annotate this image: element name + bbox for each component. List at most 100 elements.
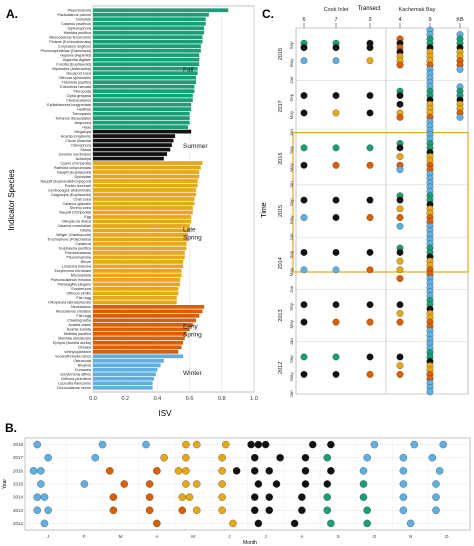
panel-a-x-tick-label: 0.0 [89, 396, 97, 402]
panel-a-species-label: Acartia clausi [68, 323, 91, 327]
panel-c-sample-dot [366, 161, 374, 169]
panel-a-bar [93, 237, 188, 242]
panel-b-label: B. [5, 421, 17, 435]
panel-a-species-label: Chaetognatha [67, 319, 92, 323]
panel-c-month-label: May [289, 58, 294, 67]
panel-a-bar [93, 219, 192, 224]
panel-c-month-label: Jan [289, 76, 294, 84]
panel-a-bar [93, 349, 179, 354]
panel-a-species-label: Calaterra [75, 242, 92, 246]
panel-b-year-label: 2015 [13, 482, 24, 487]
panel-c-sample-dot [366, 196, 374, 204]
panel-b-sample-dot [178, 506, 186, 515]
panel-c-month-label: Sep [289, 93, 294, 102]
panel-a-species-label: Megalopa [74, 130, 92, 134]
panel-b-sample-dot [370, 440, 379, 449]
panel-c-year-label: 2016 [278, 153, 284, 165]
panel-c-month-label: Jan [289, 128, 294, 136]
panel-c-sample-dot [396, 370, 404, 378]
panel-b-sample-dot [399, 467, 408, 475]
panel-a-x-axis-title: ISV [159, 409, 173, 418]
panel-a-species-label: Trochophore (Polychaeta) [47, 238, 91, 242]
panel-b-sample-dot [272, 480, 281, 488]
panel-a-bar [93, 282, 180, 287]
panel-c-sample-dot [300, 161, 308, 169]
panel-c-sample-dot [332, 196, 340, 204]
panel-a-bar [93, 192, 197, 197]
panel-b-sample-dot [254, 480, 263, 488]
panel-a-bar [93, 26, 205, 31]
panel-a-bar [93, 93, 193, 98]
panel-c-sample-dot [396, 257, 404, 265]
panel-a-species-label: Calanus marshallae [57, 224, 91, 228]
panel-a-bar [93, 143, 172, 147]
panel-b-sample-dot [153, 467, 161, 475]
panel-c-sample-dot [366, 353, 374, 361]
panel-a-bar [93, 295, 177, 300]
panel-a-group-label: Winter [183, 370, 203, 377]
panel-b-sample-dot [29, 467, 38, 475]
panel-a-x-tick-label: 0.4 [154, 396, 162, 402]
panel-c-sample-dot [396, 318, 404, 326]
panel-c-month-label: May [289, 319, 294, 328]
panel-a-bar [93, 156, 164, 161]
panel-a-bar [93, 129, 192, 134]
panel-a-y-axis-title: Indicator Species [7, 169, 16, 230]
panel-b-x-axis-title: Month [243, 540, 257, 546]
panel-a-species-label: Calyptopis (Euphausiid) [51, 193, 92, 197]
panel-b-sample-dot [406, 519, 415, 528]
panel-b-sample-dot [254, 519, 263, 528]
panel-a-bar [93, 102, 192, 107]
panel-a-species-label: Pleurobrachia [68, 9, 92, 13]
panel-a-bar [93, 161, 203, 165]
panel-a-species-label: Themisto pacifica [61, 80, 91, 84]
panel-a-bar [93, 35, 203, 40]
panel-a-species-label: Calanus glacialis [63, 202, 92, 206]
panel-c-sample-dot [366, 318, 374, 326]
panel-a-bar [93, 53, 200, 58]
panel-c-sample-dot [300, 370, 308, 378]
panel-a-species-label: Acidotiya [76, 157, 92, 161]
panel-b-sample-dot [363, 453, 371, 462]
panel-b-sample-dot [359, 493, 368, 501]
panel-a-species-label: Pseudocalanus [65, 251, 91, 255]
panel-c-sample-dot [300, 214, 308, 221]
panel-a-species-label: Lucicutia flavicornis [58, 382, 91, 386]
panel-a-bar [93, 331, 187, 336]
panel-c-month-label: Jan [289, 338, 294, 346]
panel-b-sample-dot [218, 506, 226, 515]
panel-c-month-label: May [289, 267, 294, 276]
panel-b-sample-dot [301, 480, 310, 488]
panel-a-species-label: Clonocalanus venus [57, 386, 91, 390]
panel-a-species-label: Halithoe [77, 107, 91, 111]
panel-c-sample-dot [300, 318, 308, 326]
panel-c-year-label: 2017 [278, 100, 284, 112]
panel-c-sample-dot [300, 301, 308, 309]
panel-a-x-ticks: 0.0 0.2 0.4 0.6 0.8 1.0 [89, 396, 258, 402]
panel-a-species-label: Nauplii (Cirripedia) [60, 211, 92, 215]
panel-c-sample-dot [396, 144, 404, 152]
panel-a-x-tick-label: 0.8 [218, 396, 226, 402]
panel-a-bar [93, 206, 193, 210]
panel-b-year-label: 2014 [13, 495, 24, 500]
panel-a-species-label: Neocalanus [71, 305, 91, 309]
panel-a-bar [93, 30, 205, 35]
panel-a-species-label: Microsetella [71, 274, 92, 278]
panel-a-species-label: Aglantha digitale [63, 58, 91, 62]
panel-b-sample-dot [232, 467, 241, 475]
panel-b-sample-dot [359, 467, 368, 475]
panel-c-group-label: Cook Inlet [324, 7, 349, 13]
panel-c-sample-dot [396, 166, 404, 174]
panel-b-y-axis-title: Year [2, 479, 8, 489]
panel-b-sample-dot [250, 467, 259, 475]
panel-a-group-label: Summer [183, 143, 208, 150]
panel-b-sample-dot [229, 519, 237, 528]
panel-c-sample-dot [300, 44, 308, 52]
panel-b-year-label: 2012 [13, 521, 24, 526]
panel-c-sample-dot [332, 161, 340, 169]
panel-a-species-label: Fish egg [76, 296, 91, 300]
panel-c-sample-dot [396, 153, 404, 160]
panel-a-bar [93, 17, 206, 22]
panel-a-bar [93, 48, 201, 53]
panel-a-species-label: Neocalanus cristatus [56, 310, 91, 314]
